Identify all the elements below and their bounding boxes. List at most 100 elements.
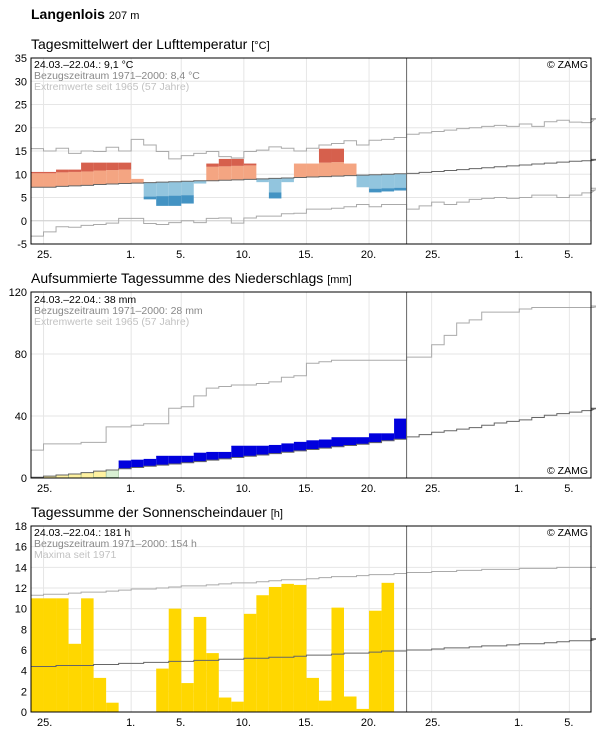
precipitation-bar [218,452,232,459]
sunshine-bar [268,586,282,712]
x-tick-label: 5. [176,717,185,729]
temperature-bar-extreme [43,171,57,174]
sunshine-title-text: Tagessumme der Sonnenscheindauer [31,504,267,520]
x-tick-label: 5. [176,249,185,261]
temperature-bar-extreme [394,187,407,191]
temperature-bar-extreme [118,162,132,170]
temperature-title-text: Tagesmittelwert der Lufttemperatur [31,36,248,52]
y-tick-label: 0 [21,216,27,228]
temperature-unit: [°C] [251,40,270,52]
temp-panel: 35 30 25 20 15 10 5 0 -5 25. 1. 5. 10. 15. 20. 25. 1. 5. 2… [15,53,596,261]
precipitation-bar [80,472,94,478]
x-tick-label: 15. [298,249,313,261]
temperature-bar [331,162,344,177]
temperature-bar [318,162,332,177]
sunshine-bar [168,608,182,712]
sunshine-bar [231,701,244,712]
y-tick-label: 0 [21,707,27,719]
precipitation-bar [131,460,144,468]
precipitation-bar [143,459,157,467]
sunshine-bar [369,610,382,712]
y-tick-label: 5 [21,193,27,205]
x-tick-label: 10. [236,483,251,495]
plot-frame [30,291,592,479]
x-tick-label: 25. [37,249,52,261]
x-tick-label: 20. [361,249,376,261]
temperature-bar [68,171,82,186]
precipitation-bar [281,443,294,453]
temperature-bar-extreme [168,195,182,206]
precipitation-bar [118,460,132,469]
precipitation-bar [243,446,257,457]
temperature-bar [268,178,282,193]
y-tick-label: 2 [21,686,27,698]
temperature-bar [143,182,157,197]
precipitation-bar [394,419,407,440]
temperature-bar-extreme [56,169,69,173]
annotation-line: Extremwerte seit 1965 (57 Jahre) [34,316,189,328]
temperature-bar-extreme [318,148,332,163]
precipitation-chart-title: Aufsummierte Tagessumme des Niederschlag… [31,270,352,286]
precipitation-unit: [mm] [327,274,352,286]
temperature-bar-extreme [156,196,169,206]
temperature-bar [81,171,94,186]
y-tick-label: 35 [15,53,27,65]
y-tick-label: 25 [15,100,27,112]
y-tick-label: 8 [21,624,27,636]
annotation-line: 24.03.–22.04.: 181 h [34,527,130,539]
sunshine-bar [93,677,107,712]
mean-1971-2000-line [31,638,596,668]
sunshine-bar [218,697,232,712]
temperature-bar [181,181,194,196]
x-tick-label: 20. [361,717,376,729]
x-tick-label: 1. [514,483,523,495]
sunshine-bar [281,583,294,712]
plot-frame [30,57,592,245]
sunshine-bar [206,653,219,712]
temperature-bar-extreme [231,158,244,166]
annotation-line: Maxima seit 1971 [34,549,116,561]
x-tick-label: 5. [176,483,185,495]
max-extreme-line [31,305,596,451]
temperature-bar [43,173,57,188]
precipitation-bar [318,440,332,449]
sunshine-bar [56,598,69,712]
precipitation-bar [268,445,282,454]
precipitation-bar [256,446,269,456]
x-tick-label: 25. [37,717,52,729]
temperature-bar [131,178,144,184]
temperature-bar-extreme [243,163,257,166]
sunshine-bar [106,702,119,712]
y-tick-label: 0 [21,473,27,485]
x-tick-label: 15. [298,717,313,729]
station-header: Langenlois 207 m [31,6,139,22]
temperature-bar-extreme [181,195,194,204]
x-tick-label: 1. [514,717,523,729]
sunshine-bar [256,595,269,712]
temperature-bar [118,169,132,184]
temperature-bar-extreme [381,188,395,192]
temperature-bar [243,165,257,180]
temperature-bar [56,172,69,187]
temperature-bar-extreme [206,163,219,167]
y-tick-label: 30 [15,76,27,88]
sunshine-chart-title: Tagessumme der Sonnenscheindauer [h] [31,504,283,520]
precipitation-bar [331,437,344,447]
sunshine-bar [318,700,332,712]
sun-panel: 18 16 14 12 10 8 6 4 2 0 25. 1. 5. 10. 15. 20. 25. 1. 5. 24… [15,521,596,729]
sunshine-bar [181,683,194,712]
temperature-bar-extreme [268,192,282,199]
temperature-bar [206,166,219,181]
mean-1971-2000-line [31,158,596,188]
temperature-bar-extreme [106,162,119,171]
y-tick-label: -5 [17,239,27,251]
y-tick-label: 15 [15,146,27,158]
y-tick-label: 4 [21,666,27,678]
y-tick-label: 120 [9,287,27,299]
y-tick-label: 20 [15,123,27,135]
y-tick-label: 6 [21,645,27,657]
sunshine-bar [344,696,357,712]
sunshine-bar [356,708,370,712]
precipitation-bar [381,433,395,441]
